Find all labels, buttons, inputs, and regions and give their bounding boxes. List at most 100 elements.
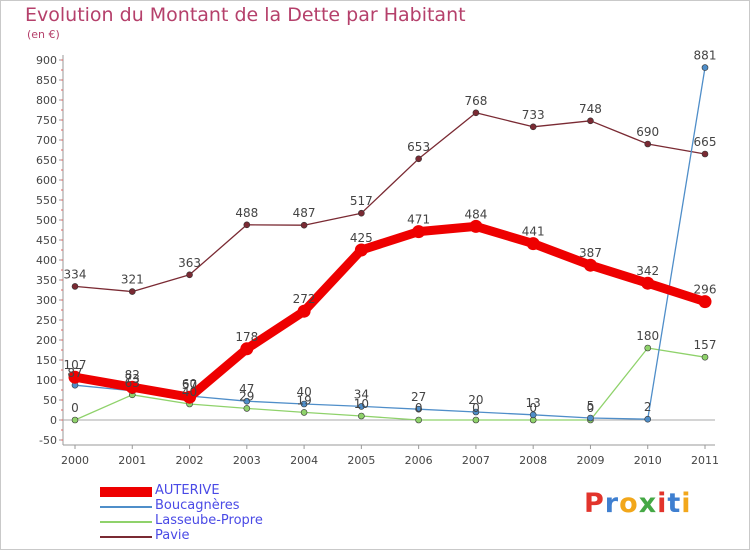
y-tick-label: 450 <box>36 234 57 247</box>
legend-label: Boucagnères <box>155 498 240 513</box>
data-label: 29 <box>239 389 254 403</box>
data-label: 484 <box>464 207 487 221</box>
data-label: 296 <box>694 283 717 297</box>
chart-title: Evolution du Montant de la Dette par Hab… <box>25 4 466 26</box>
data-point <box>529 411 537 419</box>
data-label: 881 <box>694 49 717 63</box>
y-tick-label: 800 <box>36 94 57 107</box>
y-tick-label: 700 <box>36 134 57 147</box>
legend-label: AUTERIVE <box>155 483 220 498</box>
data-label: 40 <box>182 385 197 399</box>
data-label: 63 <box>125 376 140 390</box>
x-tick-label: 2004 <box>290 454 318 467</box>
data-label: 34 <box>354 387 369 401</box>
x-tick-label: 2006 <box>405 454 433 467</box>
data-point <box>71 283 79 290</box>
data-label: 488 <box>235 206 258 220</box>
legend-swatch <box>100 506 152 508</box>
data-point <box>472 109 480 117</box>
data-label: 0 <box>415 401 423 415</box>
data-point <box>243 405 251 412</box>
legend-label: Pavie <box>155 528 190 543</box>
data-label: 13 <box>526 396 541 410</box>
data-label: 665 <box>694 135 717 149</box>
data-point <box>415 155 422 163</box>
data-label: 487 <box>293 206 316 220</box>
data-label: 768 <box>464 94 487 108</box>
data-label: 0 <box>472 401 480 415</box>
data-label: 5 <box>587 399 595 413</box>
data-label: 10 <box>354 397 369 411</box>
data-label: 0 <box>587 401 595 415</box>
data-point <box>240 342 254 356</box>
data-point <box>300 400 308 408</box>
data-point <box>701 150 709 158</box>
logo-letter: P <box>584 488 605 519</box>
data-point <box>415 416 422 424</box>
data-label: 73 <box>125 372 140 386</box>
data-label: 2 <box>644 400 652 414</box>
data-label: 60 <box>182 377 197 391</box>
y-tick-label: 50 <box>43 394 57 407</box>
x-tick-label: 2008 <box>519 454 547 467</box>
data-label: 0 <box>71 401 79 415</box>
data-label: 40 <box>296 385 311 399</box>
data-point <box>583 258 597 272</box>
data-label: 321 <box>121 273 144 287</box>
data-point <box>128 288 136 295</box>
y-tick-label: 400 <box>36 254 57 267</box>
data-label: 517 <box>350 194 373 208</box>
x-tick-label: 2011 <box>691 454 719 467</box>
data-point <box>472 408 480 416</box>
y-tick-label: 350 <box>36 274 57 287</box>
data-point <box>71 416 79 424</box>
logo-letter: i <box>681 488 692 519</box>
data-point <box>358 209 365 217</box>
data-point <box>183 390 197 404</box>
x-tick-label: 2007 <box>462 454 490 467</box>
data-label: 387 <box>579 246 602 260</box>
data-label: 19 <box>296 393 311 407</box>
data-label: 107 <box>64 358 87 372</box>
data-point <box>243 221 251 229</box>
data-label: 471 <box>407 213 430 227</box>
chart-points <box>68 64 712 424</box>
y-tick-label: 0 <box>50 414 57 427</box>
data-point <box>297 304 311 318</box>
data-label: 82 <box>125 368 140 382</box>
data-label: 733 <box>522 108 545 122</box>
data-label: 334 <box>64 267 87 281</box>
data-point <box>644 415 652 423</box>
data-label: 342 <box>636 264 659 278</box>
legend-swatch <box>100 536 152 538</box>
data-point <box>354 243 368 257</box>
data-point <box>469 219 483 233</box>
logo-letter: t <box>667 488 682 519</box>
y-tick-label: 200 <box>36 334 57 347</box>
data-label: 653 <box>407 140 430 154</box>
data-label: 20 <box>468 393 483 407</box>
logo-letter: i <box>657 488 668 519</box>
data-label: 748 <box>579 102 602 116</box>
data-label: 27 <box>411 390 426 404</box>
data-label: 87 <box>67 366 82 380</box>
data-point <box>243 397 251 405</box>
chart-series-lines <box>70 66 710 421</box>
data-point <box>358 412 365 420</box>
y-tick-label: 850 <box>36 74 57 87</box>
data-point <box>415 405 422 413</box>
data-point <box>701 353 709 361</box>
x-tick-label: 2003 <box>233 454 261 467</box>
y-tick-label: 300 <box>36 294 57 307</box>
data-point <box>529 123 537 131</box>
data-label: 272 <box>293 292 316 306</box>
data-label: 0 <box>529 401 537 415</box>
data-label: 57 <box>182 378 197 392</box>
data-point <box>300 221 308 229</box>
x-tick-label: 2010 <box>634 454 662 467</box>
data-point <box>68 370 82 384</box>
data-point <box>412 225 426 239</box>
y-tick-label: 750 <box>36 114 57 127</box>
logo-letter: r <box>604 488 620 519</box>
x-tick-label: 2002 <box>176 454 204 467</box>
